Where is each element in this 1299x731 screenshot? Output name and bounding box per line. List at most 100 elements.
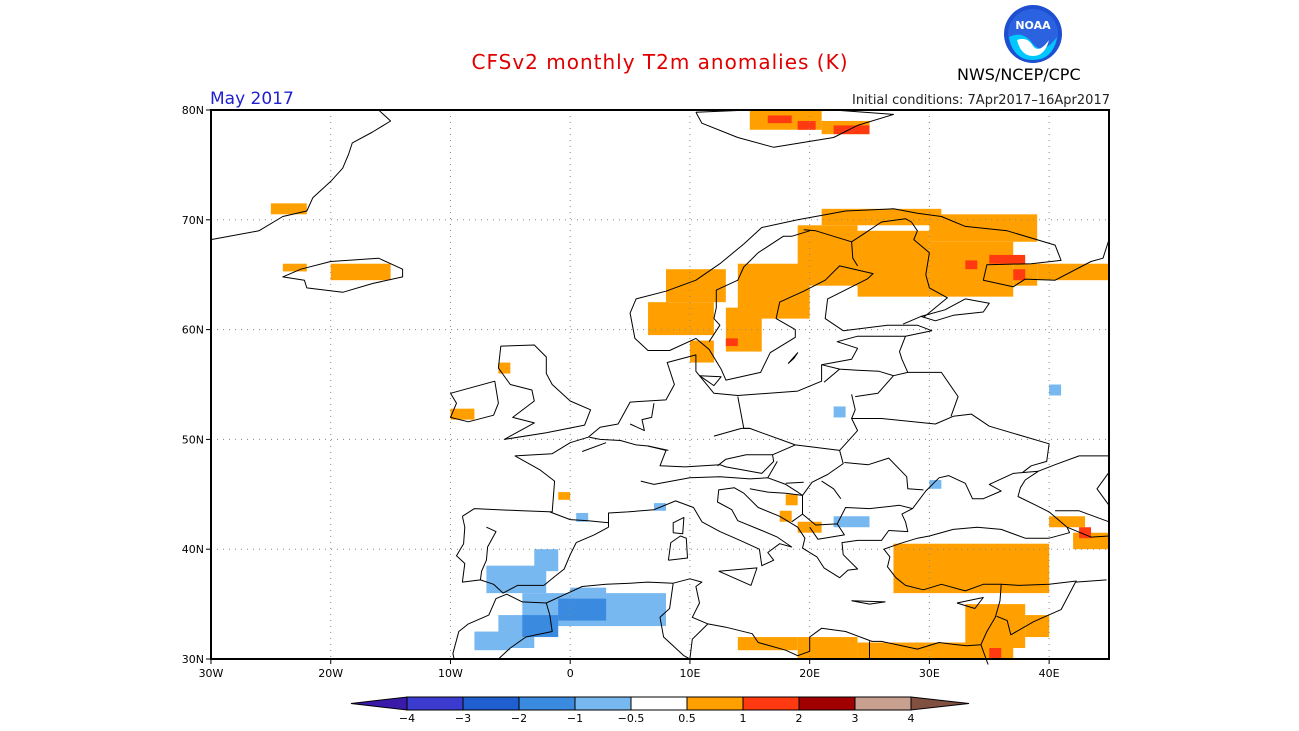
coastline — [640, 450, 844, 496]
coastline — [282, 257, 404, 293]
coastline — [667, 535, 688, 561]
anomaly-cell — [833, 406, 846, 418]
coastline — [549, 511, 609, 524]
anomaly-cell — [498, 362, 511, 374]
x-tick-label: 30W — [199, 667, 224, 680]
coastline — [803, 229, 852, 243]
x-tick-label: 0 — [567, 667, 574, 680]
colorbar-label: −2 — [511, 712, 527, 725]
anomaly-cell — [665, 269, 726, 303]
anomaly-cell — [576, 512, 589, 522]
colorbar-box — [798, 696, 856, 711]
coastline — [672, 516, 685, 535]
coastline — [589, 436, 669, 451]
anomaly-cell — [821, 208, 942, 226]
forecast-month: May 2017 — [210, 89, 294, 109]
coastline — [452, 470, 1070, 660]
coastline — [1055, 510, 1110, 523]
x-tick-label: 10E — [679, 667, 700, 680]
anomaly-cell — [648, 302, 714, 336]
anomaly-cell — [989, 254, 1026, 264]
colorbar-label: 1 — [740, 712, 747, 725]
x-tick-label: 20E — [799, 667, 820, 680]
colorbar-arrow-high — [910, 696, 970, 711]
anomaly-cell — [965, 604, 1026, 649]
anomaly-cell — [725, 338, 738, 347]
anomaly-map: 30W 20W 10W 0 10E 20E 30E 40E 80N 70N 60N 50N 40N 30N — [182, 104, 1110, 680]
coastline — [802, 513, 845, 540]
coastline — [479, 526, 497, 580]
anomaly-cell — [330, 263, 391, 281]
anomaly-cell — [797, 637, 858, 659]
colorbar-label: −3 — [455, 712, 471, 725]
coastline — [737, 394, 859, 451]
coastline — [629, 403, 655, 432]
coastline — [767, 461, 778, 479]
colorbar-label: 2 — [796, 712, 803, 725]
y-tick-label: 60N — [182, 324, 204, 337]
colorbar-label: −0.5 — [618, 712, 645, 725]
coastline — [1001, 580, 1077, 586]
coastline — [851, 218, 948, 318]
coastline — [902, 298, 990, 325]
coastline — [749, 488, 803, 523]
coastline — [996, 579, 1107, 636]
colorbar-box — [406, 696, 464, 711]
anomaly-cell — [833, 516, 870, 528]
anomaly-cell — [474, 631, 511, 651]
colorbar-box — [630, 696, 688, 711]
anomaly-cell — [534, 549, 559, 572]
anomaly-cell — [737, 637, 798, 651]
anomaly-cell — [1013, 269, 1026, 281]
coastline — [717, 444, 796, 467]
colorbar-box — [518, 696, 576, 711]
anomaly-cell — [450, 408, 475, 420]
anomaly-cell — [779, 510, 792, 522]
coastline — [582, 442, 607, 452]
colorbar-box — [462, 696, 520, 711]
coastline — [462, 208, 1110, 517]
coastline — [456, 516, 595, 594]
anomaly-cells — [270, 110, 1109, 659]
colorbar-label: −4 — [399, 712, 415, 725]
y-tick-label: 70N — [182, 214, 204, 227]
noaa-logo: NOAA — [1004, 5, 1062, 63]
initial-conditions: Initial conditions: 7Apr2017–16Apr2017 — [852, 93, 1110, 108]
anomaly-cell — [893, 543, 1050, 594]
y-tick-label: 80N — [182, 104, 204, 117]
coastline — [498, 602, 553, 660]
coastline — [851, 600, 886, 605]
y-tick-label: 30N — [182, 653, 204, 666]
coastlines-borders — [210, 109, 1110, 665]
coastline — [844, 457, 924, 491]
map-frame — [210, 109, 1110, 660]
colorbar-box — [574, 696, 632, 711]
coastline — [593, 526, 609, 536]
coastline — [821, 480, 842, 499]
coastline — [699, 375, 722, 387]
coastline — [1038, 455, 1109, 472]
colorbar-label: −1 — [567, 712, 583, 725]
anomaly-cell — [558, 598, 607, 621]
anomaly-cell — [767, 115, 792, 124]
colorbar-arrow-low — [350, 696, 408, 711]
anomaly-cell — [558, 492, 571, 500]
anomaly-cell — [797, 120, 816, 130]
coastline — [851, 413, 1050, 473]
coastline — [718, 567, 758, 586]
coastline — [450, 380, 499, 423]
anomaly-cell — [989, 648, 1002, 659]
anomaly-cell — [282, 263, 307, 272]
x-tick-label: 20W — [318, 667, 343, 680]
anomaly-cell — [929, 480, 942, 489]
coastline — [708, 230, 810, 342]
coastline — [785, 481, 804, 484]
anomaly-cell — [857, 642, 930, 659]
coastline — [497, 344, 592, 440]
colorbar-box — [686, 696, 744, 711]
coastline — [210, 109, 392, 241]
coastline — [821, 364, 894, 377]
coastline — [956, 597, 984, 609]
coastline — [907, 371, 959, 417]
anomaly-cell — [857, 230, 930, 297]
